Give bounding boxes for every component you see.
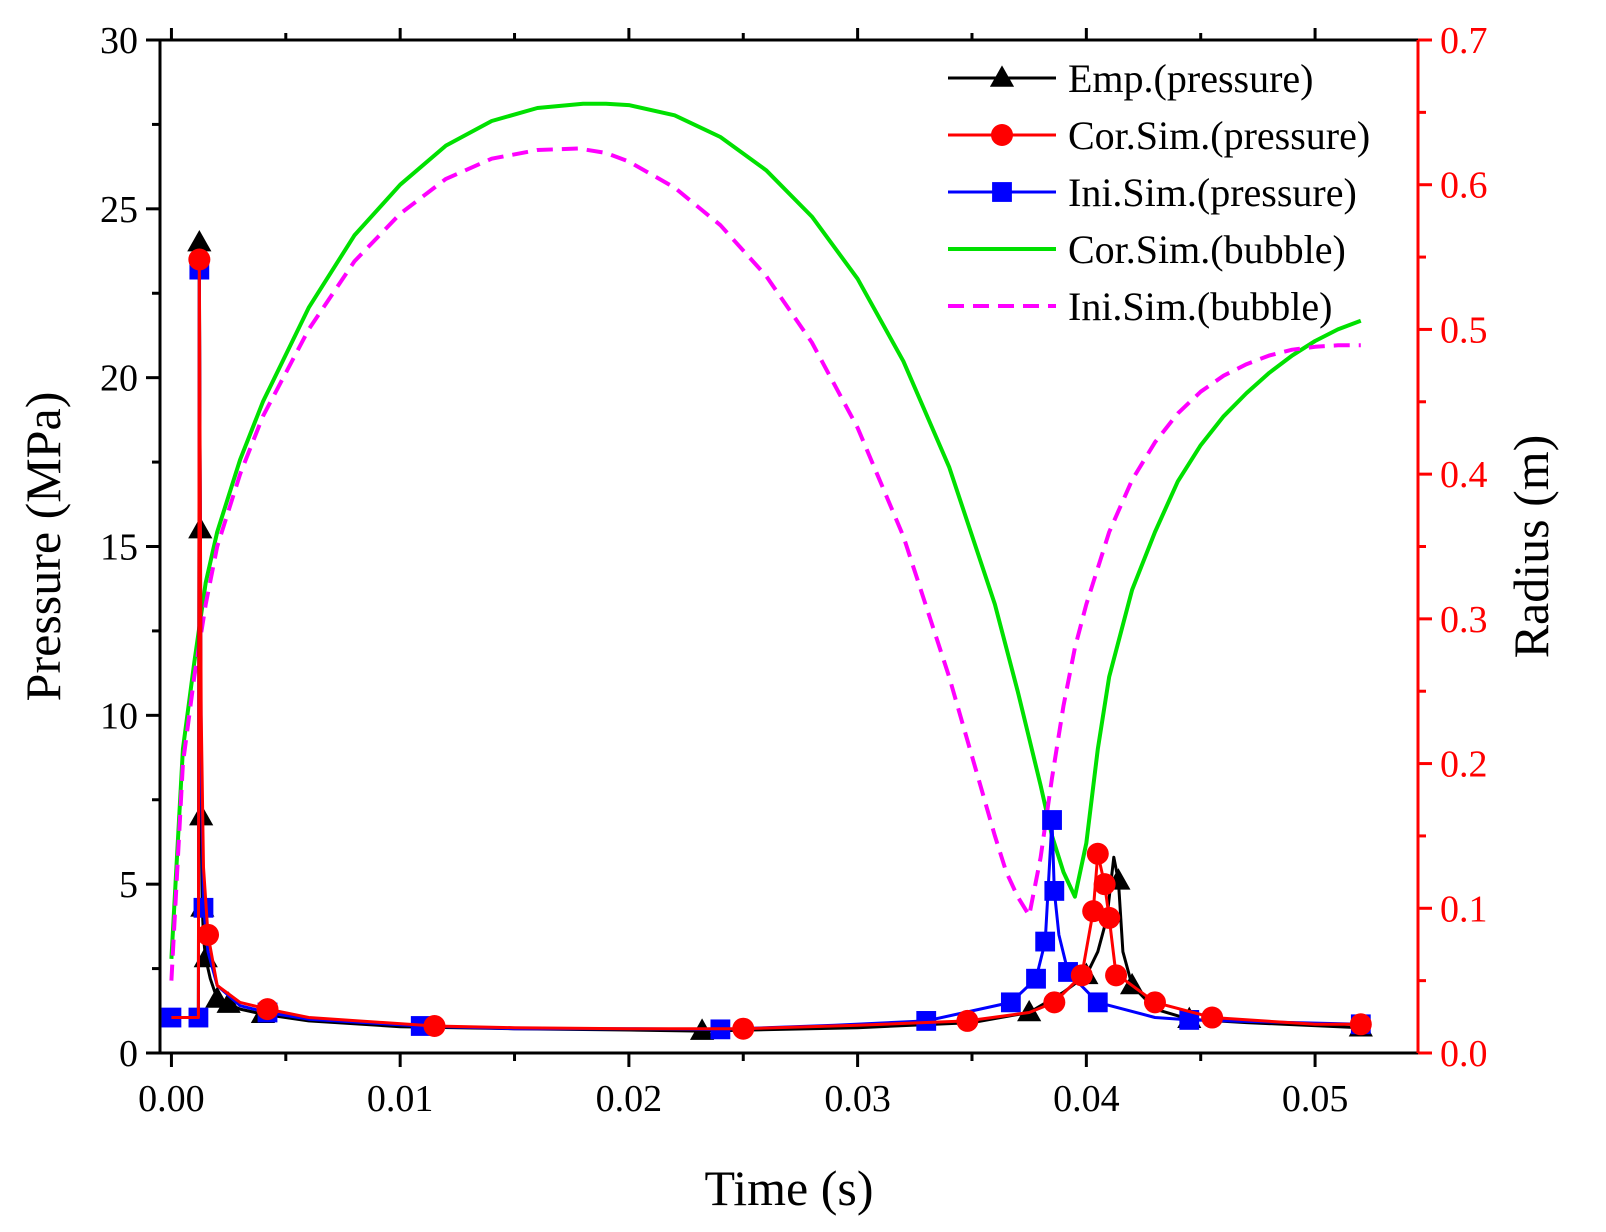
data-point-cor-sim-pressure-3 [423,1014,446,1037]
y-tick-label-5: 25 [100,189,138,231]
data-point-cor-sim-pressure-7 [1070,964,1093,987]
y2-tick-label-5: 0.5 [1440,309,1488,351]
x-axis-title: Time (s) [704,1160,873,1216]
y2-tick-label-3: 0.3 [1440,599,1488,641]
legend-label-1: Cor.Sim.(pressure) [1068,113,1370,158]
y2-tick-label-7: 0.7 [1440,20,1488,62]
data-point-cor-sim-pressure-9 [1086,842,1109,865]
y-tick-label-2: 10 [100,695,138,737]
y-tick-label-6: 30 [100,20,138,62]
series-line-emp-pressure [171,241,1361,1033]
data-point-ini-sim-pressure-7 [916,1011,937,1031]
legend-marker-2 [992,182,1012,202]
data-point-cor-sim-pressure-13 [1143,991,1166,1014]
data-point-ini-sim-pressure-12 [1044,881,1065,901]
legend-label-4: Ini.Sim.(bubble) [1068,284,1332,329]
series-line-cor-sim-pressure [171,258,1361,1031]
y2-tick-label-1: 0.1 [1440,888,1488,930]
data-point-ini-sim-pressure-11 [1042,810,1062,830]
data-point-cor-sim-pressure-10 [1093,873,1116,896]
legend: Emp.(pressure) Cor.Sim.(pressure) Ini.Sim.… [948,56,1370,329]
data-point-cor-sim-pressure-14 [1201,1006,1224,1029]
y2-tick-label-4: 0.4 [1440,454,1488,496]
data-point-ini-sim-pressure-10 [1035,931,1056,952]
x-tick-label-0: 0.00 [138,1078,205,1120]
legend-label-3: Cor.Sim.(bubble) [1068,227,1346,272]
data-point-cor-sim-pressure-5 [956,1009,979,1032]
data-point-ini-sim-pressure-3 [193,897,214,918]
series-line-ini-sim-pressure [171,268,1361,1031]
y-tick-label-3: 15 [100,527,138,569]
legend-label-0: Emp.(pressure) [1068,56,1313,101]
data-point-emp-pressure-9 [1017,999,1042,1022]
data-point-cor-sim-pressure-2 [256,998,279,1021]
y-tick-label-1: 5 [119,864,138,906]
y-axis-title: Pressure (MPa) [15,392,71,702]
y-tick-label-0: 0 [119,1033,138,1075]
data-point-cor-sim-pressure-1 [197,923,220,946]
data-point-cor-sim-pressure-11 [1098,906,1121,929]
data-point-ini-sim-pressure-9 [1026,968,1046,989]
legend-marker-0 [989,65,1015,87]
y-tick-label-4: 20 [100,358,138,400]
y2-tick-label-2: 0.2 [1440,744,1488,786]
data-point-ini-sim-pressure-14 [1087,992,1108,1013]
data-point-ini-sim-pressure-15 [1179,1010,1200,1030]
series-layer [161,101,1373,1040]
legend-marker-1 [991,124,1013,146]
x-tick-label-5: 0.05 [1282,1078,1349,1120]
y2-axis-title: Radius (m) [1503,435,1559,659]
legend-label-2: Ini.Sim.(pressure) [1068,170,1357,215]
y2-tick-label-6: 0.6 [1440,165,1488,207]
axes-layer: 0.00 0.01 0.02 0.03 0.04 0.05 0 5 10 15 20 25 30 0.0 0… [15,20,1559,1216]
x-tick-label-3: 0.03 [824,1078,891,1120]
data-point-emp-pressure-6 [216,991,241,1013]
data-point-emp-pressure-0 [187,229,212,252]
y2-tick-label-0: 0.0 [1440,1033,1488,1075]
data-point-cor-sim-pressure-0 [188,248,211,271]
data-point-cor-sim-pressure-4 [732,1017,755,1040]
x-tick-label-1: 0.01 [367,1078,434,1120]
data-point-ini-sim-pressure-8 [1000,992,1021,1013]
x-tick-label-4: 0.04 [1053,1078,1120,1120]
series-line-cor-sim-bubble [169,101,1362,960]
data-point-cor-sim-pressure-12 [1105,964,1128,987]
data-point-cor-sim-pressure-15 [1349,1013,1372,1036]
x-tick-label-2: 0.02 [596,1078,663,1120]
data-point-cor-sim-pressure-6 [1043,991,1066,1014]
series-line-ini-sim-bubble [169,146,1361,981]
